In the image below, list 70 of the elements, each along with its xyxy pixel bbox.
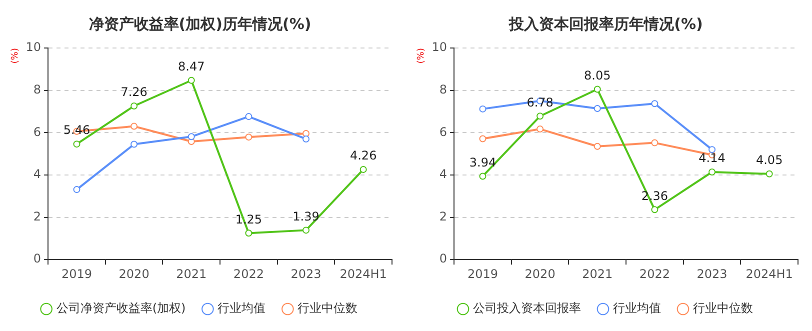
point	[536, 126, 544, 133]
point	[130, 102, 138, 110]
legend-label: 行业中位数	[298, 301, 358, 316]
point	[73, 186, 80, 194]
y-axis-title: (%)	[10, 48, 21, 64]
x-tick-label: 2024H1	[340, 266, 387, 281]
x-tick-label: 2023	[290, 266, 322, 281]
y-tick-label: 4	[439, 167, 448, 182]
y-tick-label: 6	[439, 124, 448, 139]
point	[766, 170, 773, 178]
y-tick-label: 0	[33, 252, 42, 266]
point	[708, 168, 716, 176]
point	[479, 105, 486, 112]
point	[245, 230, 252, 237]
x-tick-label: 2019	[61, 266, 92, 281]
y-tick-label: 2	[33, 209, 42, 224]
point	[302, 130, 310, 137]
x-tick-label: 2024H1	[746, 266, 793, 281]
x-tick-label: 2023	[696, 266, 728, 281]
point	[130, 122, 138, 130]
y-tick-label: 10	[432, 40, 448, 54]
point	[302, 135, 310, 142]
point	[479, 135, 486, 142]
legend-label: 行业均值	[218, 301, 266, 316]
y-tick-label: 8	[33, 82, 42, 96]
point	[651, 206, 658, 214]
point	[651, 100, 658, 108]
chart-title: 净资产收益率(加权)历年情况(%)	[88, 14, 312, 33]
point	[245, 113, 252, 120]
x-tick-label: 2020	[524, 266, 556, 281]
x-tick-label: 2019	[467, 266, 498, 281]
point	[594, 86, 601, 93]
x-tick-label: 2022	[639, 266, 670, 281]
data-label: 4.05	[756, 153, 783, 168]
y-tick-label: 6	[33, 124, 42, 139]
x-tick-label: 2021	[176, 266, 207, 281]
data-label: 3.94	[469, 155, 496, 170]
data-label: 1.39	[292, 209, 320, 224]
x-tick-label: 2022	[233, 266, 264, 281]
point	[594, 105, 601, 112]
point	[245, 134, 252, 141]
data-label: 7.26	[120, 85, 148, 100]
y-tick-label: 2	[439, 209, 448, 224]
y-axis-title: (%)	[416, 48, 427, 64]
legend-label: 公司投入资本回报率	[473, 301, 581, 316]
data-label: 4.26	[350, 148, 377, 163]
data-label: 8.05	[584, 68, 611, 82]
x-tick-label: 2020	[118, 266, 150, 281]
legend-label: 行业中位数	[693, 301, 753, 316]
point	[651, 139, 658, 146]
legend-label: 公司净资产收益率(加权)	[56, 301, 186, 316]
chart-title: 投入资本回报率历年情况(%)	[508, 14, 703, 33]
y-tick-label: 8	[439, 82, 448, 96]
y-tick-label: 4	[33, 167, 42, 182]
point	[188, 76, 195, 84]
data-label: 8.47	[178, 60, 205, 74]
point	[302, 226, 310, 234]
y-tick-label: 0	[439, 252, 448, 266]
point	[708, 146, 716, 154]
point	[188, 133, 195, 140]
point	[360, 166, 367, 173]
point	[73, 140, 80, 148]
x-tick-label: 2021	[582, 266, 613, 281]
point	[479, 172, 486, 180]
legend-label: 行业均值	[613, 301, 661, 316]
data-label: 4.14	[698, 151, 726, 166]
y-tick-label: 10	[26, 40, 42, 54]
point	[130, 140, 138, 148]
point	[536, 112, 544, 120]
point	[594, 142, 601, 150]
